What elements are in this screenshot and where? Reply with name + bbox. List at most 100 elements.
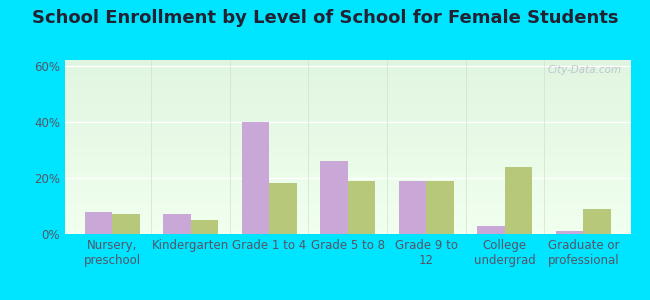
Text: City-Data.com: City-Data.com	[548, 65, 622, 75]
Bar	[65, 198, 630, 199]
Bar	[65, 155, 630, 156]
Bar	[190, 220, 218, 234]
Bar	[65, 115, 630, 116]
Bar	[399, 181, 426, 234]
Bar	[65, 151, 630, 152]
Bar	[65, 182, 630, 183]
Bar	[65, 230, 630, 231]
Bar	[65, 103, 630, 104]
Bar	[65, 96, 630, 97]
Bar	[65, 100, 630, 101]
Bar	[65, 189, 630, 190]
Bar	[65, 60, 630, 61]
Bar	[65, 209, 630, 210]
Bar	[242, 122, 269, 234]
Bar	[65, 180, 630, 181]
Bar	[65, 113, 630, 114]
Bar	[65, 111, 630, 112]
Bar	[65, 80, 630, 81]
Bar	[65, 203, 630, 204]
Bar	[65, 127, 630, 128]
Bar	[65, 90, 630, 91]
Bar	[65, 128, 630, 129]
Bar	[65, 221, 630, 222]
Bar	[65, 184, 630, 185]
Bar	[65, 190, 630, 191]
Bar	[65, 170, 630, 171]
Bar	[65, 187, 630, 188]
Bar	[426, 181, 454, 234]
Bar	[65, 144, 630, 145]
Bar	[65, 109, 630, 110]
Bar	[65, 214, 630, 215]
Bar	[65, 158, 630, 159]
Bar	[556, 231, 584, 234]
Bar	[65, 91, 630, 92]
Bar	[65, 157, 630, 158]
Bar	[65, 225, 630, 226]
Bar	[65, 192, 630, 193]
Bar	[65, 63, 630, 64]
Bar	[65, 134, 630, 135]
Bar	[65, 169, 630, 170]
Bar	[65, 232, 630, 233]
Bar	[65, 130, 630, 131]
Bar	[65, 140, 630, 141]
Bar	[65, 108, 630, 109]
Bar	[65, 70, 630, 71]
Bar	[65, 122, 630, 123]
Bar	[65, 191, 630, 192]
Bar	[65, 68, 630, 69]
Bar	[65, 172, 630, 173]
Bar	[65, 228, 630, 229]
Bar	[65, 227, 630, 228]
Bar	[65, 147, 630, 148]
Bar	[65, 207, 630, 208]
Bar	[84, 212, 112, 234]
Bar	[65, 218, 630, 219]
Bar	[505, 167, 532, 234]
Bar	[65, 163, 630, 164]
Bar	[65, 177, 630, 178]
Bar	[65, 222, 630, 223]
Bar	[65, 215, 630, 216]
Bar	[65, 161, 630, 162]
Bar	[65, 78, 630, 79]
Bar	[65, 117, 630, 118]
Bar	[65, 124, 630, 125]
Bar	[65, 145, 630, 146]
Bar	[65, 66, 630, 67]
Bar	[65, 141, 630, 142]
Bar	[65, 132, 630, 133]
Bar	[65, 126, 630, 127]
Bar	[65, 67, 630, 68]
Bar	[65, 202, 630, 203]
Bar	[65, 88, 630, 89]
Bar	[65, 220, 630, 221]
Bar	[65, 186, 630, 187]
Bar	[65, 216, 630, 217]
Bar	[65, 211, 630, 212]
Bar	[65, 199, 630, 200]
Bar	[65, 171, 630, 172]
Bar	[65, 201, 630, 202]
Bar	[65, 139, 630, 140]
Bar	[65, 76, 630, 77]
Bar	[65, 106, 630, 107]
Bar	[65, 166, 630, 167]
Bar	[65, 69, 630, 70]
Bar	[65, 89, 630, 90]
Bar	[65, 168, 630, 169]
Bar	[65, 95, 630, 96]
Bar	[320, 161, 348, 234]
Bar	[65, 167, 630, 168]
Bar	[65, 64, 630, 65]
Bar	[65, 212, 630, 213]
Bar	[65, 219, 630, 220]
Bar	[65, 174, 630, 175]
Bar	[65, 94, 630, 95]
Bar	[65, 223, 630, 224]
Bar	[65, 152, 630, 153]
Bar	[65, 92, 630, 93]
Bar	[348, 181, 375, 234]
